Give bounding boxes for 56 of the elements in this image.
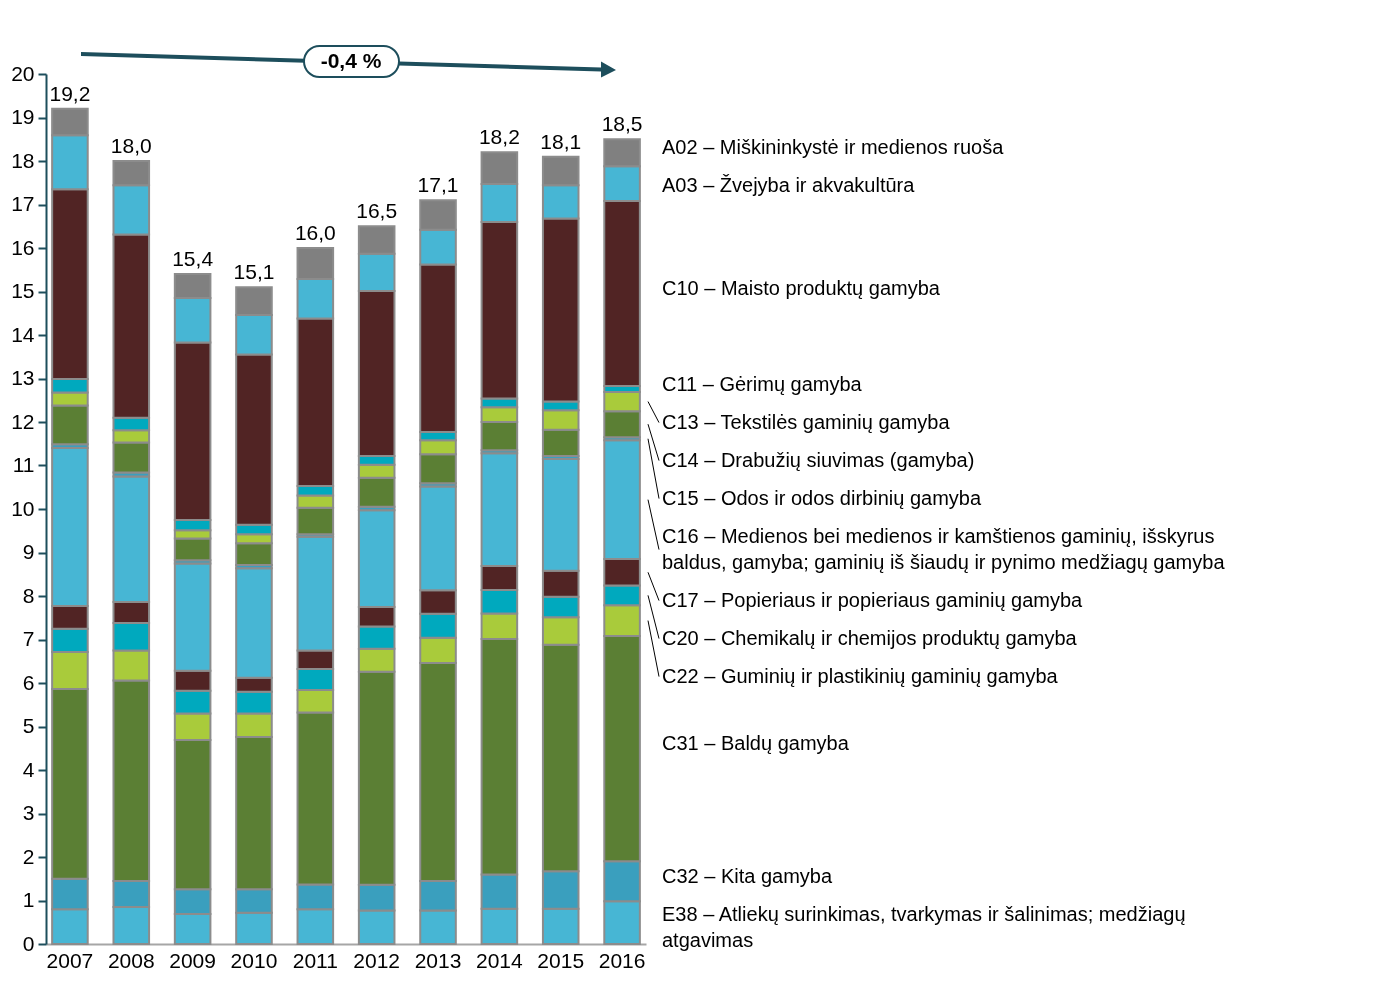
y-tick-label: 12 xyxy=(11,409,35,433)
y-tick-label: 20 xyxy=(11,61,35,85)
text: -0,4 % xyxy=(320,49,382,72)
total-label: 18,0 xyxy=(110,134,152,157)
y-tick-label: 17 xyxy=(11,192,35,215)
y-tick-label: 0 xyxy=(22,931,35,955)
series-label: C22 – Guminių ir plastikinių gaminių gamyba xyxy=(662,664,1059,687)
y-tick-label: 3 xyxy=(22,801,35,824)
series-label: A02 – Miškininkystė ir medienos ruoša xyxy=(662,136,1005,159)
total-label: 18,5 xyxy=(601,112,643,136)
series-label: C17 – Popieriaus ir popieriaus gaminių gamyba xyxy=(662,588,1084,611)
total-label: 17,1 xyxy=(417,173,459,197)
y-tick-label: 19 xyxy=(11,105,35,128)
x-tick-label: 2014 xyxy=(476,948,524,972)
series-label: C13 – Tekstilės gaminių gamyba xyxy=(662,410,951,433)
series-label: C31 – Baldų gamyba xyxy=(662,732,850,755)
total-label: 19,2 xyxy=(49,81,91,105)
x-tick-label: 2011 xyxy=(292,948,338,972)
y-tick-label: 11 xyxy=(12,453,35,476)
y-tick-label: 14 xyxy=(11,322,35,346)
x-tick-label: 2016 xyxy=(598,948,646,972)
y-tick-label: 15 xyxy=(11,279,35,302)
series-label: E38 – Atliekų surinkimas, tvarkymas ir šalinimas; medžiagų atgavimas xyxy=(662,903,1186,951)
total-label: 16,5 xyxy=(356,199,398,223)
x-tick-label: 2009 xyxy=(169,948,216,972)
series-label: A03 – Žvejyba ir akvakultūra xyxy=(662,174,916,197)
y-tick-label: 8 xyxy=(22,583,35,607)
series-label: C20 – Chemikalų ir chemijos produktų gamyba xyxy=(662,626,1078,649)
total-label: 16,0 xyxy=(294,221,336,244)
total-label: 18,2 xyxy=(478,125,520,149)
text: C15 – Odos ir odos dirbinių gamyba xyxy=(662,486,982,509)
y-tick-label: 7 xyxy=(22,627,35,650)
series-label: C16 – Medienos bei medienos ir kamštienos gaminių, išskyrus baldus, gamyba; gaminių iš šiaudų ir pynimo medžiagų gamyba xyxy=(662,524,1226,573)
series-label: C14 – Drabužių siuvimas (gamyba) xyxy=(662,448,975,471)
y-tick-label: 16 xyxy=(11,235,35,259)
y-tick-label: 13 xyxy=(11,366,35,389)
y-tick-label: 2 xyxy=(22,844,35,868)
y-tick-label: 5 xyxy=(22,714,35,737)
x-tick-label: 2010 xyxy=(230,948,278,972)
y-tick-label: 18 xyxy=(11,148,35,172)
y-tick-label: 4 xyxy=(22,757,35,781)
series-label: C10 – Maisto produktų gamyba xyxy=(662,277,941,300)
x-tick-label: 2008 xyxy=(107,948,155,972)
total-label: 18,1 xyxy=(540,129,582,153)
x-tick-label: 2013 xyxy=(414,948,462,972)
y-tick-label: 1 xyxy=(22,888,35,911)
y-tick-label: 10 xyxy=(11,496,35,520)
total-label: 15,4 xyxy=(172,247,214,271)
series-label: C32 – Kita gamyba xyxy=(662,865,833,887)
x-tick-label: 2015 xyxy=(537,948,585,972)
x-tick-label: 2012 xyxy=(353,948,401,972)
y-tick-label: 6 xyxy=(22,670,35,694)
y-tick-label: 9 xyxy=(22,540,35,563)
series-label: C11 – Gėrimų gamyba xyxy=(662,372,863,395)
total-label: 15,1 xyxy=(233,260,275,284)
x-tick-label: 2007 xyxy=(46,948,94,972)
